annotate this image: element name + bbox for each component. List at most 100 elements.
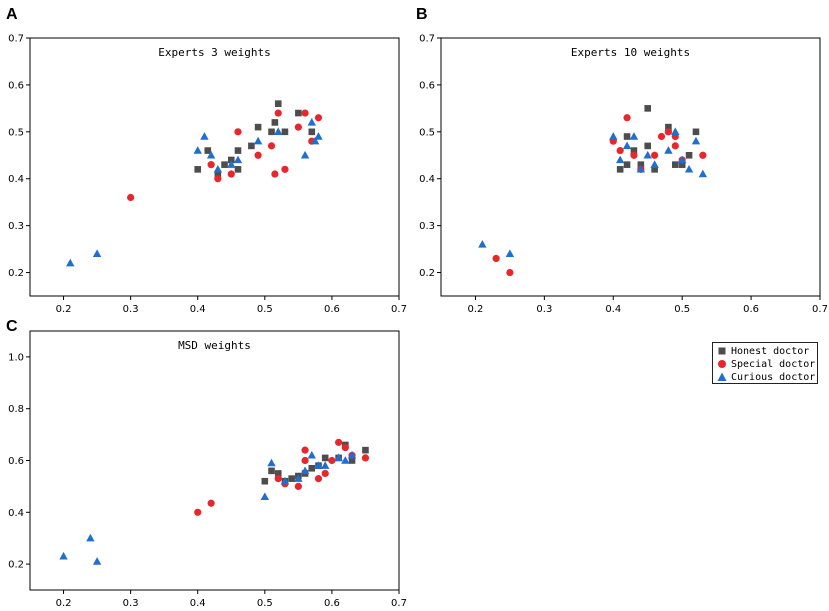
curious-doctor-point [609,132,618,140]
honest-doctor-point [194,166,202,173]
x-tick-label: 0.5 [674,304,690,315]
y-tick-label: 1.0 [8,352,24,363]
chart-title: Experts 10 weights [571,46,690,59]
special-doctor-point [328,456,336,465]
special-doctor-point [271,170,279,178]
curious-doctor-point [307,450,316,459]
y-tick-label: 0.6 [8,80,24,91]
x-tick-label: 0.4 [190,304,206,315]
chart-c: 0.2 0.3 0.4 0.5 0.6 0.7 0.2 0.4 0.6 0.8 1.0 MSD wei… [8,330,407,609]
curious-doctor-point [307,118,316,126]
honest-doctor-point [321,454,329,462]
honest-doctor-point [268,128,275,136]
special-doctor-point [127,193,135,202]
special-doctor-point [301,446,309,454]
honest-doctor-point [234,147,242,154]
special-doctor-point [657,132,666,141]
curious-doctor-point [347,450,357,459]
x-tick-label: 0.7 [391,304,407,315]
honest-doctor-point [623,133,631,140]
y-tick-label: 0.2 [8,560,24,571]
legend-label-curious: Curious doctor [731,371,816,383]
honest-doctor-point [288,475,295,482]
honest-doctor-point [295,109,302,117]
special-doctor-point [651,151,659,159]
curious-doctor-point [92,557,102,565]
honest-doctor-point [221,161,228,168]
curious-doctor-point [193,146,202,154]
x-tick-label: 0.2 [56,304,72,315]
plot-frame [440,37,821,297]
curious-doctor-point [664,146,673,154]
special-doctor-point [294,482,302,490]
honest-doctor-point [268,467,275,475]
curious-doctor-point [253,136,263,145]
curious-doctor-point [505,249,515,257]
special-doctor-point [314,114,323,122]
special-doctor-point [314,475,323,483]
honest-doctor-point [637,161,645,168]
curious-doctor-point [206,150,216,159]
honest-doctor-point [616,166,624,173]
special-doctor-point [294,123,302,131]
honest-doctor-point [274,100,282,107]
curious-doctor-point [314,132,323,140]
honest-doctor-point [271,119,279,126]
x-tick-label: 0.4 [190,598,206,609]
special-doctor-point [214,175,222,183]
special-doctor-point [254,151,262,159]
x-tick-label: 0.3 [123,598,139,609]
chart-a: 0.2 0.3 0.4 0.5 0.6 0.7 0.2 0.3 0.4 0.5 0.6 0.7 Expe… [8,34,407,316]
curious-doctor-point [86,533,95,542]
curious-doctor-point [300,150,310,159]
legend-label-honest: Honest doctor [731,345,810,357]
special-doctor-point [301,456,309,465]
special-doctor-point [207,499,215,507]
honest-doctor-point [362,446,369,454]
curious-doctor-point [650,160,659,168]
y-tick-label: 0.4 [8,508,24,519]
honest-doctor-point [671,161,679,168]
honest-doctor-point [623,161,631,168]
curious-doctor-point [478,240,487,248]
circle-icon [718,360,726,368]
honest-doctor-point [651,166,658,173]
y-tick-label: 0.2 [419,268,435,279]
panel-letter-c: C [6,318,18,335]
special-doctor-point [492,254,500,263]
chart-title: Experts 3 weights [158,46,271,59]
honest-doctor-point [204,147,212,154]
special-doctor-point [274,475,282,483]
special-doctor-point [227,170,235,178]
y-tick-label: 0.4 [8,174,24,185]
x-tick-label: 0.3 [536,304,552,315]
square-icon [718,347,726,355]
curious-doctor-point [636,164,646,173]
y-tick-label: 0.5 [419,127,435,138]
special-doctor-point [623,114,631,122]
honest-doctor-point [248,142,255,150]
special-doctor-point [506,268,514,277]
curious-doctor-point [260,492,270,500]
special-doctor-point [664,128,673,136]
y-tick-label: 0.3 [419,221,435,232]
honest-doctor-point [644,142,652,150]
x-tick-label: 0.6 [324,304,340,315]
curious-doctor-point [684,164,694,173]
special-doctor-point [234,128,242,136]
special-doctor-point [361,454,370,462]
x-tick-label: 0.5 [257,304,273,315]
legend-item-special: Special doctor [717,358,815,370]
curious-doctor-point [334,453,343,462]
special-doctor-point [335,438,343,446]
panel-letter-b: B [416,6,428,23]
x-tick-label: 0.6 [324,598,340,609]
honest-doctor-point [685,151,693,159]
honest-doctor-point [630,147,638,154]
y-tick-label: 0.7 [419,34,435,45]
curious-doctor-point [300,466,310,475]
curious-doctor-point [643,150,652,159]
honest-doctor-point [227,156,235,164]
special-doctor-point [274,109,282,117]
